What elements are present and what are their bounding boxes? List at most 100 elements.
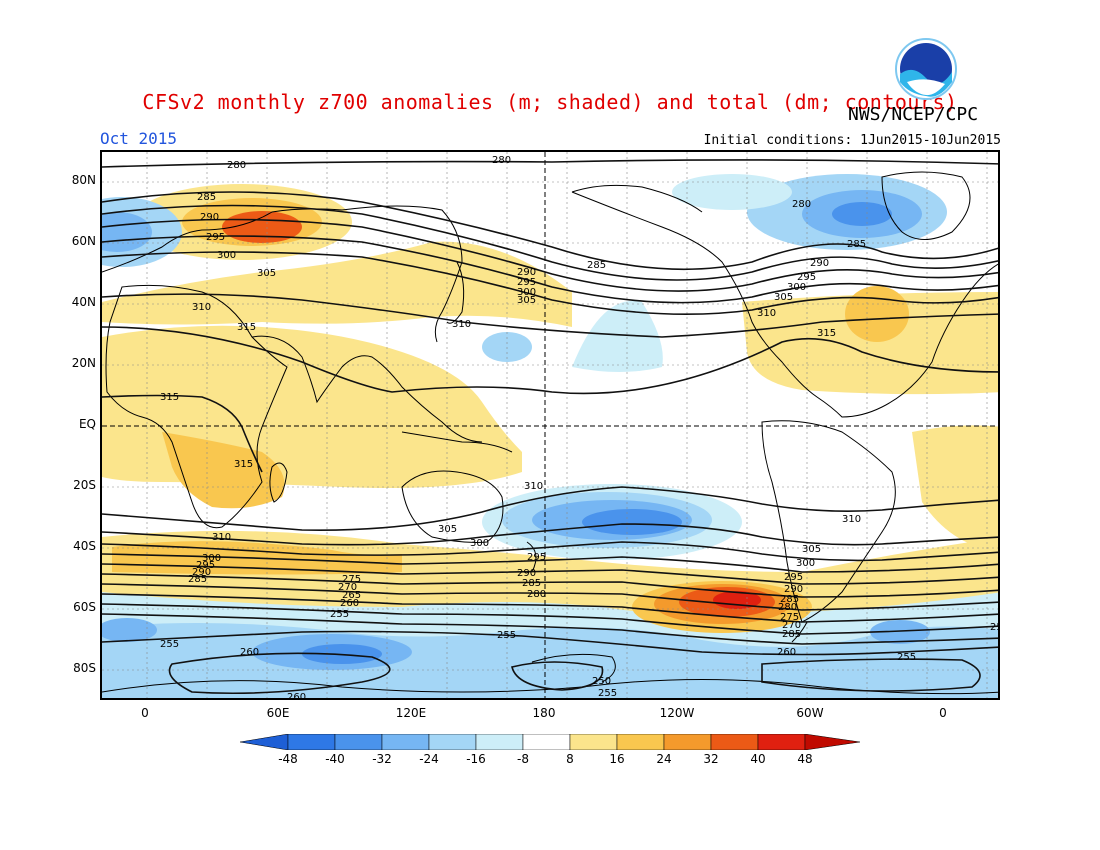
colorbar-tick: 48 [797, 752, 813, 766]
lon-label-60e: 60E [266, 706, 290, 720]
contour-label: 305 [257, 268, 276, 279]
anomaly-south-pacific-low-core [582, 509, 682, 535]
contour-label: 295 [527, 552, 546, 563]
organization-label: NWS/NCEP/CPC [848, 104, 979, 125]
anomaly-south-atlantic-yellow [912, 425, 998, 552]
colorbar-swatch [616, 734, 665, 750]
contour-label: 300 [787, 282, 806, 293]
contour-label: 260 [777, 647, 796, 658]
contour-label: 265 [342, 590, 361, 601]
colorbar-tick: 24 [656, 752, 672, 766]
colorbar-swatch [428, 734, 477, 750]
colorbar-tick: -40 [325, 752, 345, 766]
contour-label: 315 [817, 328, 836, 339]
contour-label: 270 [338, 582, 357, 593]
coastlines [102, 171, 998, 695]
contour-label: 260 [287, 692, 306, 700]
contour-label: 260 [240, 647, 259, 658]
contour-label: 315 [234, 459, 253, 470]
coast-indonesia [401, 431, 513, 453]
grid-lines [102, 152, 998, 698]
contour-label: 300 [202, 553, 221, 564]
lon-label-120w: 120W [659, 706, 695, 720]
contour-275-south [102, 593, 998, 623]
coast-greenland [881, 171, 971, 240]
contour-label: 310 [192, 302, 211, 313]
contour-label: 305 [774, 292, 793, 303]
contour-250-south-ring [511, 661, 604, 691]
contour-label: 270 [782, 620, 801, 631]
contour-label: 295 [797, 272, 816, 283]
anomaly-indian-ocean-yellow [102, 325, 522, 488]
lat-label-60s: 60S [73, 600, 96, 614]
anomaly-antarctic-east-low [870, 620, 930, 644]
colorbar-swatch [663, 734, 712, 750]
colorbar-swatch [475, 734, 524, 750]
anomaly-atlantic-high-orange [845, 286, 909, 342]
anomaly-map: 280 280 285 290 295 300 305 310 315 315 … [102, 152, 1000, 700]
contour-295-north [102, 218, 998, 292]
contour-315-south [102, 394, 263, 473]
colorbar-tick: 40 [750, 752, 766, 766]
noaa-logo [895, 38, 957, 100]
colorbar-tick: -8 [517, 752, 529, 766]
lon-label-180: 180 [532, 706, 556, 720]
coast-ross-sea [531, 653, 616, 683]
coast-south-america [761, 420, 896, 623]
contour-label: 305 [438, 524, 457, 535]
colorbar-tick: 16 [609, 752, 625, 766]
contour-280-north [102, 159, 998, 168]
lon-label-60w: 60W [796, 706, 824, 720]
contour-260-south-east [761, 658, 981, 692]
contour-label: 300 [796, 558, 815, 569]
anomaly-arctic-pale [672, 174, 792, 210]
contour-285-north [102, 191, 998, 271]
anomaly-ross-low [482, 654, 622, 690]
contour-310-south [102, 486, 998, 531]
anomaly-canada-low-core [832, 202, 892, 226]
contour-305-north [102, 251, 998, 316]
contour-300-north [102, 235, 998, 304]
contour-label: 255 [330, 609, 349, 620]
colorbar-tick: -48 [278, 752, 298, 766]
initial-conditions-label: Initial conditions: 1Jun2015-10Jun2015 [703, 133, 1001, 148]
contour-label: 295 [196, 560, 215, 571]
contour-label: 250 [592, 676, 611, 687]
contour-label: 280 [527, 589, 546, 600]
anomaly-antarctic-west-low [102, 618, 157, 642]
contour-label: 300 [470, 538, 489, 549]
contour-label: 255 [990, 622, 1000, 633]
reference-lines [102, 152, 998, 698]
coast-antarctic-peninsula [791, 621, 808, 643]
coast-arabia-india [251, 335, 483, 443]
lon-label-0: 0 [141, 706, 149, 720]
contour-label: 285 [587, 260, 606, 271]
contour-label: 285 [780, 594, 799, 605]
contour-285-south [102, 573, 998, 598]
contour-255-south [102, 630, 998, 656]
colorbar-tick: -32 [372, 752, 392, 766]
lat-label-40n: 40N [71, 295, 96, 309]
colorbar-swatch [381, 734, 430, 750]
contour-label: 295 [517, 277, 536, 288]
colorbar-swatch [522, 734, 571, 750]
colorbar-tick: 8 [566, 752, 574, 766]
contour-label: 295 [206, 232, 225, 243]
contour-label: 285 [188, 574, 207, 585]
contour-label: 275 [780, 612, 799, 623]
anomaly-central-pacific-pale-blue [572, 300, 663, 372]
colorbar-max-arrow [804, 734, 860, 750]
anomaly-eurasia-yellow [102, 241, 572, 327]
lon-label-0-east: 0 [939, 706, 947, 720]
contour-label: 300 [217, 250, 236, 261]
contour-label: 290 [810, 258, 829, 269]
lat-label-20n: 20N [71, 356, 96, 370]
contour-label: 315 [237, 322, 256, 333]
colorbar-swatch [287, 734, 336, 750]
chart-title: CFSv2 monthly z700 anomalies (m; shaded)… [142, 90, 958, 114]
lat-label-eq: EQ [78, 417, 96, 431]
contour-label: 315 [160, 392, 179, 403]
anomaly-north-atlantic-arctic-blue-core [102, 212, 152, 252]
colorbar-swatch [710, 734, 759, 750]
anomaly-shading [102, 174, 998, 698]
